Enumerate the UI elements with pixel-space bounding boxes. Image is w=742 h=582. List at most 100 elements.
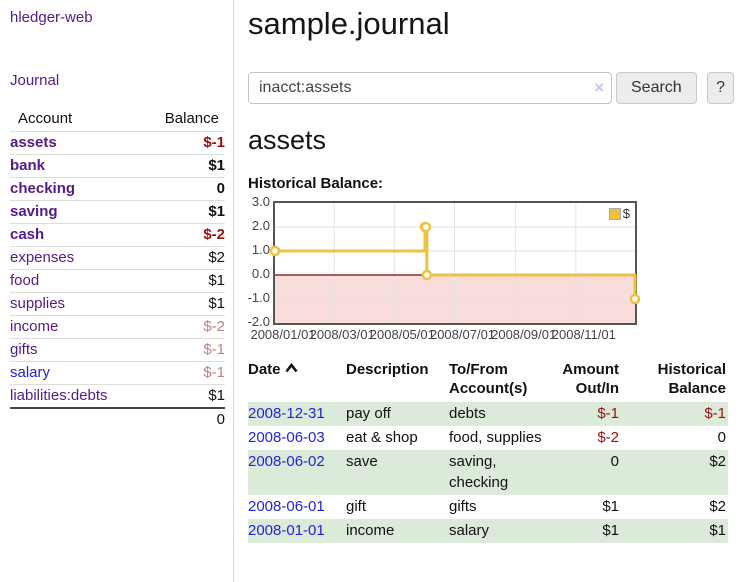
- app-title-link[interactable]: hledger-web: [10, 9, 93, 26]
- account-row: bank $1: [10, 154, 225, 178]
- search-input[interactable]: [248, 72, 612, 104]
- account-balance: $1: [142, 269, 225, 293]
- transaction-row: 2008-06-02 save saving, checking 0 $2: [248, 450, 728, 495]
- transaction-description: gift: [346, 498, 367, 515]
- historical-balance-chart: 3.0 2.0 1.0 0.0 -1.0 -2.0 $ 2008/01/01 2008/03…: [248, 194, 738, 343]
- account-balance: $-1: [142, 361, 225, 385]
- accounts-total-row: 0: [10, 407, 225, 431]
- transactions-header-row: Date Description To/From Account(s) Amount O…: [248, 360, 728, 402]
- transaction-description: eat & shop: [346, 429, 418, 446]
- account-row: salary $-1: [10, 361, 225, 385]
- transaction-description: income: [346, 522, 395, 539]
- account-row: cash $-2: [10, 223, 225, 247]
- main-content: sample.journal × Search ? assets Histori…: [248, 0, 738, 543]
- transaction-accounts: food, supplies: [449, 429, 542, 446]
- account-row: income $-2: [10, 315, 225, 339]
- transaction-description: pay off: [346, 405, 391, 422]
- accounts-header-balance: Balance: [164, 110, 219, 127]
- y-axis-tick-label: -2.0: [247, 314, 270, 329]
- transaction-amount: $-1: [597, 405, 619, 422]
- accounts-total-value: 0: [142, 407, 225, 431]
- transaction-date-link[interactable]: 2008-12-31: [248, 405, 325, 422]
- y-axis-tick-label: -1.0: [247, 290, 270, 305]
- transaction-amount: 0: [610, 453, 619, 470]
- transaction-date-link[interactable]: 2008-06-01: [248, 498, 325, 515]
- transaction-accounts: salary: [449, 522, 490, 539]
- transaction-balance: 0: [717, 429, 726, 446]
- x-axis-tick-label: 2008/01/01: [250, 327, 316, 342]
- sidebar-item-journal[interactable]: Journal: [10, 72, 60, 89]
- account-link-assets[interactable]: assets: [10, 134, 57, 151]
- account-link-expenses[interactable]: expenses: [10, 249, 75, 266]
- sidebar-divider: [233, 0, 234, 582]
- chart-canvas: [269, 203, 641, 323]
- x-axis-tick-label: 2008/11/01: [551, 327, 616, 342]
- account-link-liabilities-debts[interactable]: liabilities:debts: [10, 387, 108, 404]
- column-header-to-from-account-s-: To/From Account(s): [449, 361, 528, 397]
- transaction-row: 2008-06-03 eat & shop food, supplies $-2 0: [248, 426, 728, 450]
- data-point-marker: [629, 293, 641, 305]
- account-balance: $-1: [142, 131, 225, 155]
- legend-label: $: [622, 206, 630, 221]
- account-row: gifts $-1: [10, 338, 225, 362]
- x-axis-tick-label: 2008/05/01: [369, 327, 435, 342]
- accounts-header-row: Account Balance: [10, 108, 225, 132]
- transaction-amount: $1: [602, 522, 619, 539]
- transaction-amount: $1: [602, 498, 619, 515]
- account-heading: assets: [248, 125, 327, 155]
- account-row: assets $-1: [10, 131, 225, 155]
- account-link-salary[interactable]: salary: [10, 364, 51, 381]
- account-link-supplies[interactable]: supplies: [10, 295, 66, 312]
- x-axis-tick-label: 2008/07/01: [429, 327, 496, 342]
- account-link-gifts[interactable]: gifts: [10, 341, 38, 358]
- x-axis-tick-label: 2008/03/01: [309, 327, 375, 342]
- transaction-date-link[interactable]: 2008-01-01: [248, 522, 325, 539]
- data-point-marker: [269, 245, 281, 257]
- transaction-accounts: saving, checking: [449, 453, 509, 491]
- account-balance: $1: [142, 292, 225, 316]
- account-balance: 0: [142, 177, 225, 201]
- transaction-balance: $1: [709, 522, 726, 539]
- account-balance: $2: [142, 246, 225, 270]
- account-row: food $1: [10, 269, 225, 293]
- chart-title: Historical Balance:: [248, 175, 384, 192]
- transaction-balance: $2: [709, 498, 726, 515]
- column-header-description: Description: [346, 361, 429, 378]
- search-button[interactable]: Search: [616, 72, 697, 104]
- clear-search-icon[interactable]: ×: [594, 77, 604, 97]
- chart-plot: $: [269, 201, 641, 325]
- account-link-income[interactable]: income: [10, 318, 59, 335]
- account-row: checking 0: [10, 177, 225, 201]
- account-link-bank[interactable]: bank: [10, 157, 46, 174]
- chart-x-axis-labels: 2008/01/01 2008/03/01 2008/05/01 2008/07/01…: [250, 327, 633, 343]
- transaction-accounts: debts: [449, 405, 486, 422]
- column-header-historical-balance: Historical Balance: [657, 361, 726, 397]
- transaction-accounts: gifts: [449, 498, 477, 515]
- account-link-food[interactable]: food: [10, 272, 40, 289]
- data-point-marker: [421, 269, 433, 281]
- account-balance: $-2: [142, 223, 225, 247]
- transaction-date-link[interactable]: 2008-06-02: [248, 453, 325, 470]
- legend-swatch: [608, 207, 621, 220]
- search-form: × Search ?: [248, 72, 738, 104]
- account-link-saving[interactable]: saving: [10, 203, 58, 220]
- y-axis-tick-label: 3.0: [251, 194, 270, 209]
- transaction-description: save: [346, 453, 378, 470]
- transaction-balance: $2: [709, 453, 726, 470]
- data-point-marker: [420, 221, 432, 233]
- transaction-row: 2008-01-01 income salary $1 $1: [248, 519, 728, 543]
- transaction-row: 2008-12-31 pay off debts $-1 $-1: [248, 402, 728, 426]
- account-balance: $1: [142, 384, 225, 408]
- accounts-header-account: Account: [18, 110, 73, 127]
- accounts-total-spacer: [10, 407, 143, 431]
- account-link-cash[interactable]: cash: [10, 226, 45, 243]
- page-title: sample.journal: [248, 6, 450, 41]
- y-axis-tick-label: 2.0: [251, 218, 270, 233]
- column-header-date[interactable]: Date: [248, 360, 346, 402]
- help-button[interactable]: ?: [707, 72, 734, 104]
- transaction-date-link[interactable]: 2008-06-03: [248, 429, 325, 446]
- y-axis-tick-label: 1.0: [251, 242, 270, 257]
- account-balance: $1: [142, 154, 225, 178]
- account-link-checking[interactable]: checking: [10, 180, 76, 197]
- account-balance: $-2: [142, 315, 225, 339]
